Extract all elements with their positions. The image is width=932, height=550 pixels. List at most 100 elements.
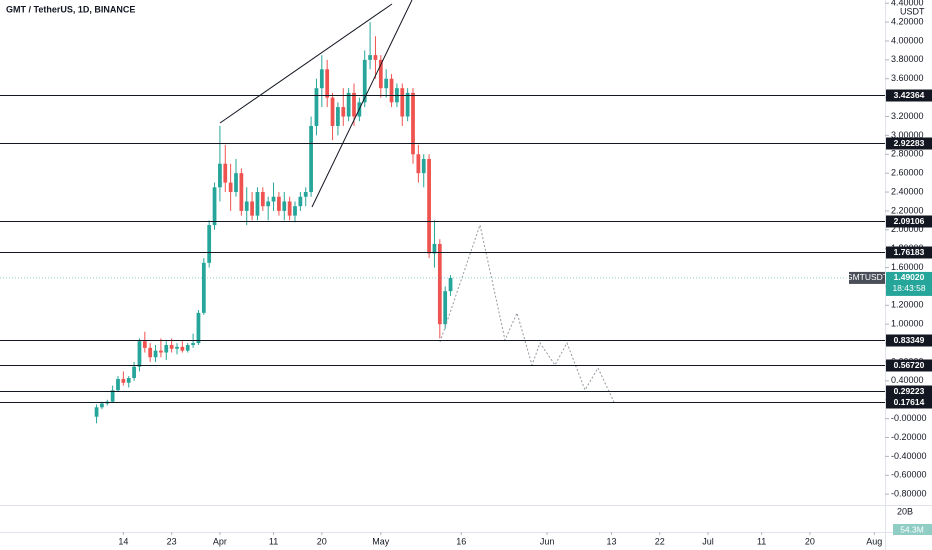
y-tick-label: 1.60000 (891, 262, 924, 272)
level-badge (886, 359, 932, 372)
candle-body (169, 344, 174, 349)
candle-body (341, 107, 346, 117)
candle-body (400, 88, 405, 117)
candle-body (223, 163, 228, 183)
candle-body (132, 366, 136, 379)
candle-body (207, 225, 212, 263)
candle-body (228, 182, 233, 193)
candle-body (153, 350, 158, 358)
candle-body (352, 92, 356, 117)
candle-body (234, 173, 238, 193)
y-tick-label: 4.40000 (891, 0, 924, 8)
x-tick-label: Aug (866, 536, 882, 546)
y-tick-label: 2.00000 (891, 224, 924, 234)
candle-body (287, 201, 292, 216)
candle-body (330, 97, 335, 126)
plot-area (94, 22, 453, 424)
candle-body (196, 312, 201, 344)
candle-body (255, 192, 260, 216)
x-tick-label: 20 (805, 536, 815, 546)
candle-body (277, 196, 281, 211)
wedge-upper-line (219, 3, 393, 124)
level-label: 0.56720 (894, 360, 925, 370)
candle-body (191, 343, 195, 345)
level-label: 2.09106 (894, 216, 925, 226)
level-badge (886, 334, 932, 347)
candle-body (314, 88, 319, 126)
candle-body (271, 196, 276, 202)
symbol-badge (849, 271, 885, 284)
candle-body (373, 55, 378, 60)
level-label: 0.29223 (894, 386, 925, 396)
candle-body (142, 341, 147, 348)
candle-body (443, 291, 448, 325)
candle-body (159, 350, 163, 353)
candle-body (309, 125, 313, 193)
projection-path (439, 223, 615, 403)
candle-body (100, 403, 104, 408)
candle-body (378, 59, 383, 89)
level-badge (886, 215, 932, 228)
candle-body (185, 344, 190, 351)
candle-body (116, 378, 120, 391)
y-tick-label: 3.60000 (891, 73, 924, 83)
x-tick-label: May (372, 536, 390, 546)
y-tick-label: -0.20000 (891, 432, 927, 442)
x-tick-label: 16 (456, 536, 466, 546)
candle-body (282, 201, 287, 211)
wedge-lower-line (311, 0, 413, 208)
x-tick-label: 20 (317, 536, 327, 546)
candle-body (110, 390, 115, 402)
candle-body (201, 262, 206, 313)
candle-body (346, 92, 351, 117)
chart-title: GMT / TetherUS, 1D, BINANCE (6, 4, 135, 14)
level-label: 1.76183 (894, 247, 925, 257)
candle-body (303, 192, 308, 197)
candle-body (319, 69, 324, 89)
candle-body (389, 78, 394, 103)
candle-body (121, 378, 126, 383)
y-tick-label: 4.20000 (891, 16, 924, 26)
candle-body (293, 206, 297, 216)
candle-body (212, 187, 217, 226)
level-badge (886, 385, 932, 398)
y-tick-label: 3.20000 (891, 111, 924, 121)
level-badge (886, 246, 932, 259)
y-tick-label: 3.80000 (891, 54, 924, 64)
y-tick-label: -0.40000 (891, 451, 927, 461)
candle-body (180, 346, 185, 351)
candle-body (437, 243, 442, 325)
x-tick-label: 13 (606, 536, 616, 546)
candle-body (384, 78, 389, 89)
level-label: 3.42364 (894, 90, 925, 100)
candle-body (218, 163, 222, 188)
x-tick-label: 11 (757, 536, 766, 546)
candle-body (250, 201, 254, 216)
candle-body (298, 196, 303, 207)
volume-tick-label: 20B (897, 506, 913, 516)
candle-body (432, 243, 437, 254)
candle-body (94, 407, 99, 417)
level-label: 2.92283 (894, 138, 925, 148)
level-badge (886, 396, 932, 409)
level-badge (886, 137, 932, 150)
y-tick-label: 2.80000 (891, 149, 924, 159)
last-price-label: 1.49020 (894, 272, 925, 282)
level-label: 0.17614 (894, 397, 925, 407)
y-tick-label: -0.60000 (891, 470, 927, 480)
candle-body (126, 378, 131, 383)
y-tick-label: 1.20000 (891, 300, 924, 310)
y-tick-label: 3.00000 (891, 130, 924, 140)
y-tick-label: 2.40000 (891, 186, 924, 196)
x-tick-label: 22 (655, 536, 665, 546)
candle-body (164, 344, 169, 353)
level-label: 0.83349 (894, 335, 925, 345)
y-tick-label: 1.00000 (891, 319, 924, 329)
y-tick-label: 0.40000 (891, 375, 924, 385)
y-tick-label: 4.00000 (891, 35, 924, 45)
symbol-label: GMTUSDT (846, 272, 888, 282)
candle-body (405, 92, 410, 117)
last-price-badge (886, 271, 932, 296)
